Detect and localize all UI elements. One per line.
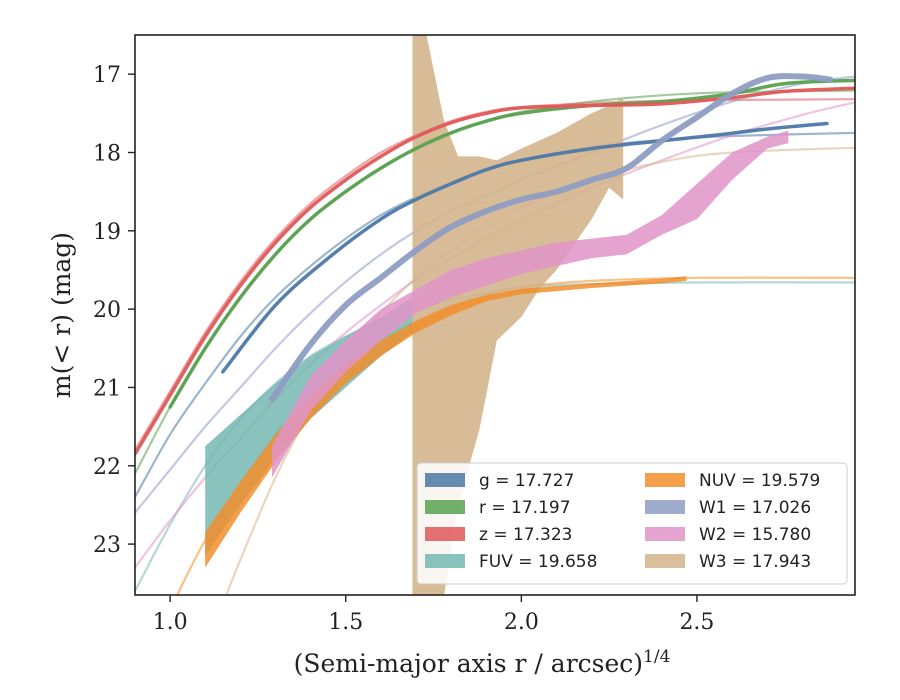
w3-legend-label: W3 = 17.943 [699,552,811,572]
z-legend-label: z = 17.323 [479,525,572,545]
legend-box [416,462,848,585]
y-tick-label: 18 [93,141,121,166]
y-axis: 17 18 19 20 21 22 23 [93,63,135,558]
x-tick-label: 1.5 [328,610,363,635]
y-tick-label: 21 [93,376,121,401]
w1-data-curve [269,73,834,403]
g-legend-swatch [425,473,465,487]
r-legend-label: r = 17.197 [479,498,571,518]
y-tick-label: 22 [93,455,121,480]
y-tick-label: 23 [93,533,121,558]
w3-legend-swatch [645,554,685,568]
fuv-legend-swatch [425,554,465,568]
w1-legend-swatch [645,500,685,514]
fuv-legend-label: FUV = 19.658 [479,552,597,572]
x-axis-label: (Semi-major axis r / arcsec)1/4 [294,647,671,678]
w2-legend-swatch [645,527,685,541]
z-data-curve [135,86,855,456]
legend: g = 17.727 r = 17.197 z = 17.323 FUV = 19.6… [416,462,848,585]
plot-area [135,35,855,595]
w1-legend-label: W1 = 17.026 [699,498,811,518]
w3-data-band [412,35,624,595]
y-tick-label: 20 [93,298,121,323]
x-tick-label: 2.0 [504,610,539,635]
x-tick-label: 2.5 [679,610,714,635]
x-axis-label-exponent: 1/4 [643,647,670,667]
g-legend-label: g = 17.727 [479,471,574,491]
z-legend-swatch [425,527,465,541]
plot-frame [134,34,856,596]
r-legend-swatch [425,500,465,514]
r-data-curve [168,78,855,409]
y-tick-label: 17 [93,63,121,88]
x-tick-label: 1.0 [153,610,188,635]
nuv-legend-swatch [645,473,685,487]
g-data-curve [221,121,829,374]
x-axis: 1.0 1.5 2.0 2.5 [153,595,714,635]
y-tick-label: 19 [93,220,121,245]
nuv-legend-label: NUV = 19.579 [699,471,820,491]
y-axis-label: m(< r) (mag) [47,232,76,398]
w2-legend-label: W2 = 15.780 [699,525,811,545]
w2-data-band [272,130,789,478]
